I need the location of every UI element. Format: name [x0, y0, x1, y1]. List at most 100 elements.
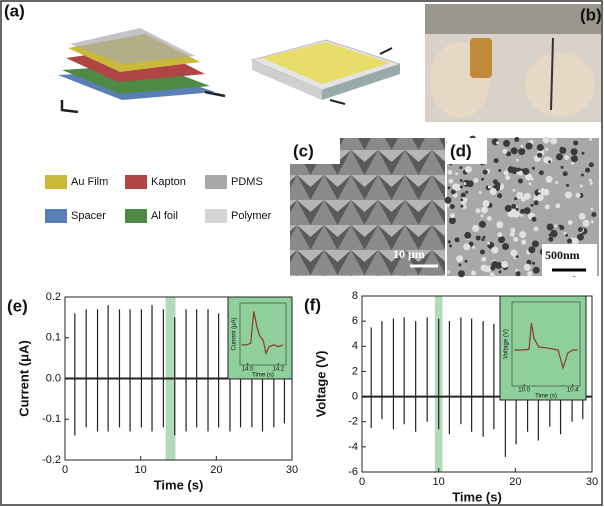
pore	[502, 243, 510, 251]
photo-part	[470, 38, 492, 78]
device-assembled	[250, 39, 402, 105]
pore	[444, 196, 452, 204]
pore	[564, 191, 572, 199]
pore	[515, 158, 519, 162]
pore	[491, 260, 499, 268]
y-axis-label: Current (μA)	[16, 340, 31, 417]
device-assembled-part	[329, 99, 346, 105]
pore	[447, 169, 453, 175]
pore	[528, 182, 532, 186]
pore	[528, 246, 536, 254]
pore	[585, 167, 591, 173]
pore	[537, 152, 543, 158]
pore	[447, 240, 451, 244]
pore	[566, 238, 572, 244]
pore	[496, 141, 500, 145]
inset-line	[514, 322, 578, 371]
scale-label: 10 μm	[393, 247, 425, 261]
pore	[525, 142, 533, 150]
pore	[532, 261, 536, 265]
device-assembled-part	[262, 42, 390, 84]
pore	[580, 173, 584, 177]
pore	[532, 266, 540, 274]
pore	[463, 243, 471, 251]
pore	[472, 224, 480, 232]
pore	[516, 171, 520, 175]
pore	[507, 166, 515, 174]
inset-y-label: Voltage (V)	[504, 329, 510, 359]
inset-x-label: Time (s)	[252, 373, 274, 379]
y-tick-label: -6	[348, 466, 358, 478]
x-tick-label: 10	[135, 464, 147, 476]
pore	[497, 232, 503, 238]
pore	[465, 190, 469, 194]
pore	[577, 227, 583, 233]
pore	[459, 166, 463, 170]
inset-x-label: Time (s)	[535, 394, 557, 400]
pore	[563, 231, 567, 235]
pore	[571, 237, 579, 245]
pore	[473, 177, 479, 183]
device-assembled-part	[252, 60, 322, 100]
pore	[517, 178, 523, 184]
pore	[487, 185, 491, 189]
pore	[570, 155, 578, 163]
y-tick-label: -4	[348, 441, 358, 453]
device-exploded-part	[204, 90, 226, 98]
pore	[515, 255, 519, 259]
pore	[531, 166, 535, 170]
pore	[452, 183, 460, 191]
pore	[492, 179, 498, 185]
pore	[536, 194, 544, 202]
device-exploded-part	[60, 100, 79, 114]
pore	[555, 181, 559, 185]
inset-x-tick-label: 10.4	[567, 388, 579, 394]
pore	[497, 193, 503, 199]
pore	[575, 192, 581, 198]
pore	[527, 271, 533, 277]
device-exploded	[58, 28, 226, 114]
x-tick-label: 0	[359, 476, 365, 488]
pore	[448, 217, 456, 225]
pore	[545, 147, 549, 151]
y-tick-label: -2	[348, 416, 358, 428]
pore	[487, 241, 491, 245]
pore	[463, 182, 467, 186]
pore	[566, 183, 570, 187]
pore	[506, 151, 512, 157]
y-axis-label: Voltage (V)	[313, 351, 328, 418]
pore	[481, 177, 485, 181]
pore	[482, 199, 490, 207]
inset-x-tick-label: 10.0	[518, 388, 530, 394]
legend: Au Film Kapton PDMS Spacer Al foil Polymer	[45, 175, 272, 223]
pore	[512, 188, 516, 192]
pore	[460, 198, 464, 202]
pore	[513, 236, 519, 242]
legend-label: Al foil	[151, 210, 178, 222]
pore	[455, 172, 459, 176]
pore	[447, 270, 451, 274]
pore	[525, 173, 533, 181]
panel-label: (a)	[4, 1, 25, 20]
pore	[496, 221, 504, 229]
legend-label: PDMS	[231, 176, 263, 188]
y-tick-label: -0.1	[42, 413, 61, 425]
pore	[481, 256, 487, 262]
pore	[522, 167, 530, 175]
pore	[588, 137, 592, 141]
pore	[581, 151, 585, 155]
pore	[480, 214, 484, 218]
pore	[567, 220, 573, 226]
pore	[498, 270, 502, 274]
x-tick-label: 30	[286, 464, 298, 476]
legend-swatch	[125, 209, 147, 223]
pore	[555, 153, 563, 161]
x-tick-label: 10	[433, 476, 445, 488]
pore	[448, 178, 454, 184]
pore	[471, 270, 477, 276]
pore	[582, 219, 590, 227]
y-tick-label: 0	[352, 390, 358, 402]
panel-label: (d)	[450, 141, 472, 160]
y-tick-label: 4	[352, 340, 358, 352]
